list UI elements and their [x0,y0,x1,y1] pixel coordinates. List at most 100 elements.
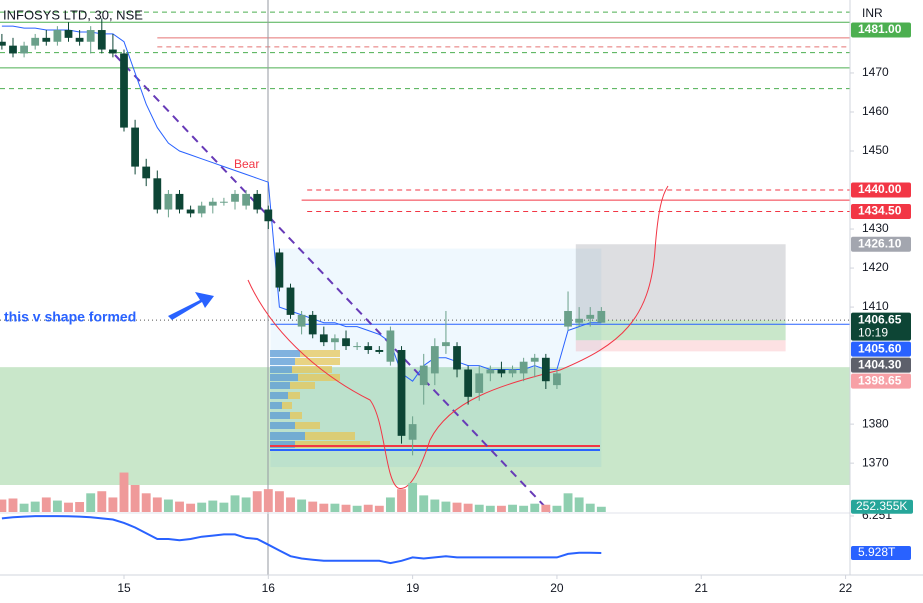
candle-body [408,424,417,440]
volume-bar [241,497,251,512]
candle-body [397,349,406,436]
price-label-box [851,236,911,252]
price-label: 1440.00 [858,182,902,196]
y-tick-label: 1420 [862,260,889,274]
candle-body [419,365,428,386]
indicator-label-box [851,546,911,561]
volume-bar [519,505,529,512]
volume-bar [552,505,562,512]
price-label-box [851,312,911,341]
volume-bar [341,504,351,512]
candle-body [475,373,484,393]
volume-bar [463,503,473,512]
candle-body [142,166,151,179]
volume-bar [208,500,218,512]
candle-body [464,369,473,397]
x-tick-label: 16 [262,581,276,595]
candle-body [519,361,528,374]
candle-body [386,330,395,362]
candle-body [342,338,350,347]
indicator-line [1,515,602,565]
volume-bar [452,502,462,512]
volume-bar [319,503,329,512]
y-tick-label: 1430 [862,221,889,235]
candle-body [530,357,539,362]
volume-bar [363,504,373,512]
volume-bar [286,497,295,512]
candle-body [486,369,495,374]
volume-bar [108,497,118,512]
price-label: 1406.65 [858,312,902,326]
countdown: 10:19 [858,325,888,339]
price-label: 1398.65 [858,373,902,387]
candle-body [253,193,262,210]
candle-body [131,127,139,167]
volume-profile [270,350,370,448]
volume-bar [585,503,595,512]
candle-body [575,318,584,323]
candle-body [297,314,306,327]
candle-body [275,252,284,288]
candle-body [208,201,217,206]
candle-body [0,41,6,46]
candle-body [264,209,273,222]
y-tick-label: 1370 [862,455,889,469]
arrow [168,292,214,320]
zone [0,367,850,485]
candle-body [31,37,40,46]
volume-bar [86,493,96,512]
volume-bar [130,485,140,512]
candle-body [497,369,506,374]
candle-body [64,30,73,38]
y-tick-label: 1410 [862,299,889,313]
volume-bar [408,482,418,512]
volume-bar [163,499,173,512]
volume-bar [352,505,362,512]
candle-body [197,205,206,214]
curve [247,185,669,489]
volume-bar [186,503,196,512]
volume-label-box [851,499,913,514]
volume-bar [496,505,506,512]
volume-bar [175,501,184,512]
volume-bar [541,504,551,512]
candle-body [164,193,173,210]
candle-body [553,373,561,386]
candle-body [364,346,373,350]
candle-body [75,37,84,42]
zone [575,320,786,341]
currency-label: INR [862,6,883,20]
candle-body [541,357,550,382]
x-tick-label: 20 [550,581,564,595]
volume-bar [197,502,207,512]
candle-body [175,193,184,210]
candle-body [597,310,606,323]
x-tick-label: 15 [117,581,131,595]
volume-bar [397,489,406,512]
price-label: 1434.50 [858,204,902,218]
x-tick-label: 19 [406,581,420,595]
candle-body [353,346,362,348]
volume-label: 252.355K [856,499,907,513]
price-label: 1405.60 [858,341,902,355]
price-label-box [851,203,911,219]
volume-bar [385,497,395,512]
volume-bar [485,505,495,512]
candle-body [586,314,595,319]
volume-bar [19,503,29,512]
chart-title: INFOSYS LTD, 30, NSE [3,7,143,22]
volume-bar [419,495,429,512]
volume-bar [596,506,606,512]
volume-bar [308,501,318,512]
candle-body [186,209,195,214]
candle-body [242,193,250,206]
volume-bar [230,495,240,512]
volume-bar [152,497,162,512]
volume-bar [274,491,284,512]
volume-bar [141,493,151,512]
y-tick-label: 1450 [862,143,889,157]
price-label-box [851,182,911,198]
volume-bar [263,489,273,512]
candle-body [319,334,328,343]
